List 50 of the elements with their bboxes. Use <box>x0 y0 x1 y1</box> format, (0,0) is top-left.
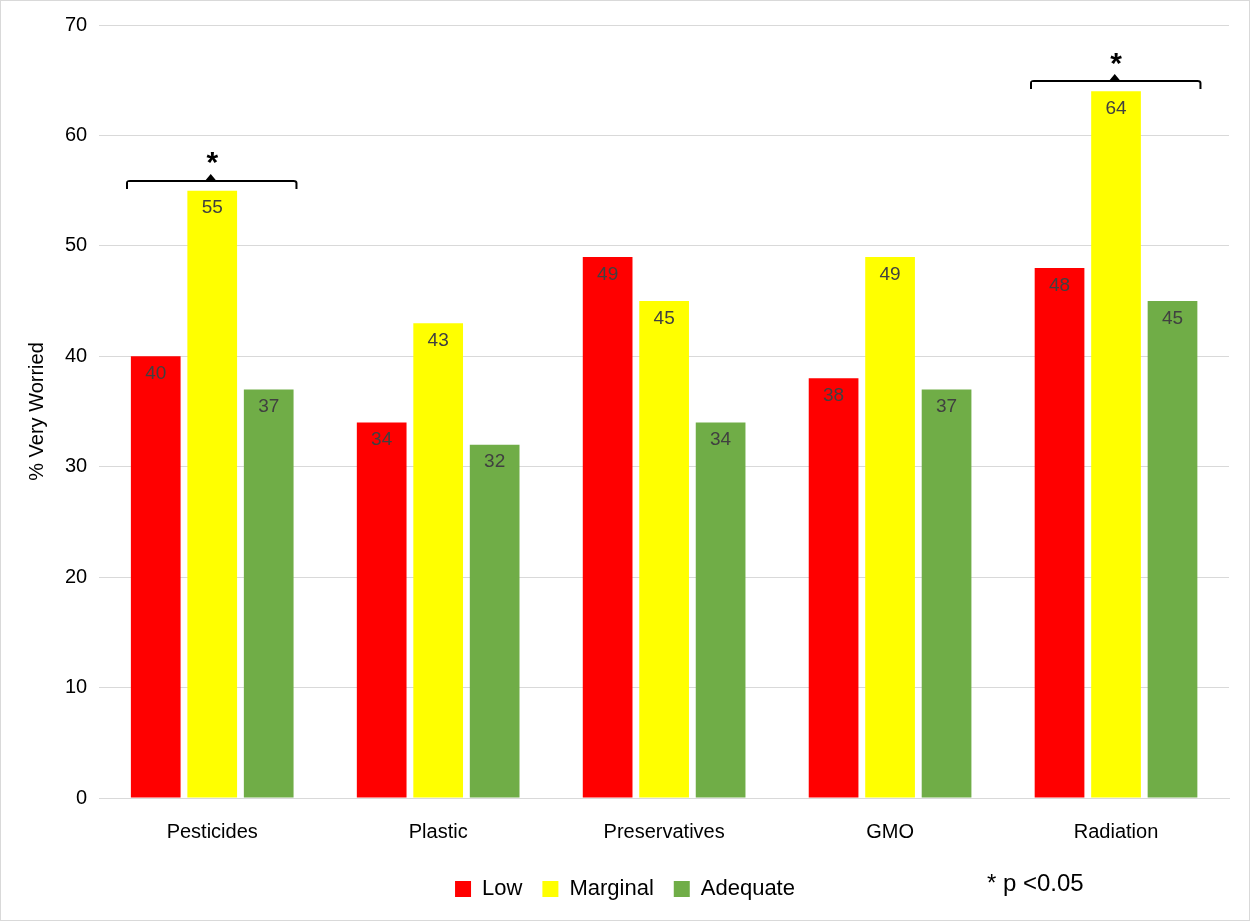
bar <box>130 356 181 798</box>
y-tick-label: 60 <box>65 122 88 145</box>
data-label: 49 <box>597 262 619 284</box>
bar <box>356 422 407 798</box>
annotation: * <box>206 144 219 178</box>
y-tick-label: 40 <box>65 343 88 366</box>
data-label: 34 <box>710 428 732 450</box>
bar <box>921 389 972 798</box>
legend-label: Low <box>482 875 523 901</box>
annotation: * <box>1110 45 1123 79</box>
bar <box>582 256 633 798</box>
x-tick-label: GMO <box>866 819 914 842</box>
legend-label: Adequate <box>700 875 795 901</box>
data-label: 34 <box>371 428 393 450</box>
x-tick-label: Radiation <box>1073 819 1159 842</box>
data-label: 48 <box>1048 273 1071 295</box>
x-tick-label: Pesticides <box>166 819 258 842</box>
bar <box>469 444 520 798</box>
bar <box>865 256 915 798</box>
y-tick-label: 50 <box>65 233 88 256</box>
y-tick-label: 30 <box>65 454 88 477</box>
data-label: 45 <box>653 306 675 328</box>
bar <box>1091 91 1141 798</box>
y-axis-title: % Very Worried <box>24 342 47 481</box>
y-tick-label: 10 <box>65 675 88 698</box>
bar <box>1147 301 1198 798</box>
bar <box>243 389 294 798</box>
data-label: 37 <box>935 395 958 417</box>
data-label: 43 <box>427 328 449 350</box>
y-tick-label: 20 <box>65 564 88 587</box>
data-label: 32 <box>484 450 506 472</box>
bar <box>808 378 859 798</box>
bar <box>639 301 689 798</box>
y-tick-label: 70 <box>65 12 88 35</box>
text: * p <0.05 <box>986 868 1084 896</box>
x-tick-label: Preservatives <box>603 819 725 842</box>
bar <box>1034 267 1085 798</box>
data-label: 45 <box>1161 306 1184 328</box>
bar <box>187 190 238 798</box>
legend-label: Marginal <box>569 875 654 901</box>
data-label: 55 <box>201 196 223 218</box>
y-tick-label: 0 <box>76 785 88 808</box>
data-label: 37 <box>258 395 280 417</box>
bar <box>413 323 464 798</box>
bar <box>695 422 746 798</box>
x-tick-label: Plastic <box>408 819 468 842</box>
data-label: 40 <box>145 362 167 384</box>
data-label: 49 <box>879 262 901 284</box>
data-label: 64 <box>1105 96 1128 118</box>
data-label: 38 <box>823 384 845 406</box>
